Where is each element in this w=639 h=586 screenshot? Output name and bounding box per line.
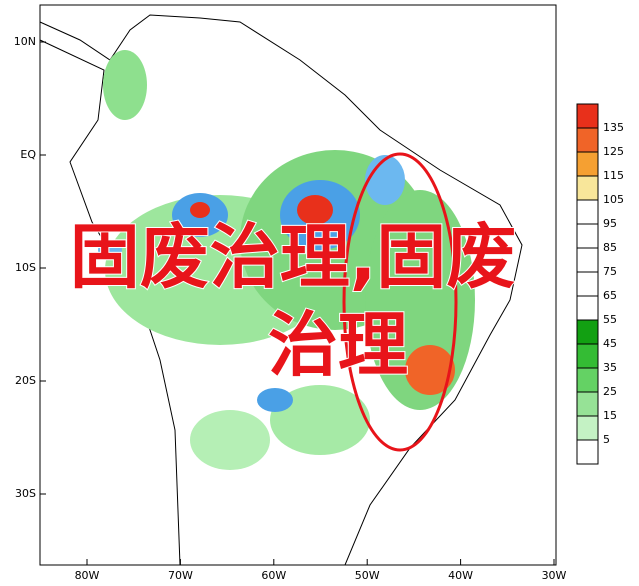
colorbar-box <box>576 103 599 129</box>
colorbar-box <box>576 295 599 321</box>
colorbar-label: 85 <box>603 241 617 254</box>
colorbar-label: 135 <box>603 121 624 134</box>
overlay-text: 固废治理,固废 <box>70 216 517 298</box>
lat-label: 20S <box>15 374 36 387</box>
lat-label: 30S <box>15 487 36 500</box>
colorbar-label: 65 <box>603 289 617 302</box>
colorbar-box <box>576 343 599 369</box>
colorbar-box <box>576 319 599 345</box>
colorbar-label: 35 <box>603 361 617 374</box>
colorbar-label: 15 <box>603 409 617 422</box>
colorbar-box <box>576 151 599 177</box>
lon-label: 50W <box>355 569 380 582</box>
colorbar-label: 25 <box>603 385 617 398</box>
colorbar-box <box>576 415 599 441</box>
colorbar-box <box>576 439 599 465</box>
lat-label: 10N <box>14 35 36 48</box>
colorbar-label: 55 <box>603 313 617 326</box>
colorbar-label: 105 <box>603 193 624 206</box>
lon-axis: 80W 70W 60W 50W 40W 30W <box>75 559 567 582</box>
colorbar: 135 125 115 105 95 85 75 65 55 45 35 25 15 5 <box>576 103 624 465</box>
overlay-text: 治理 <box>268 304 408 386</box>
colorbar-box <box>576 271 599 297</box>
colorbar-box <box>576 367 599 393</box>
colorbar-box <box>576 247 599 273</box>
colorbar-label: 115 <box>603 169 624 182</box>
lat-label: EQ <box>20 148 36 161</box>
highlight-ellipse <box>342 152 458 452</box>
lon-label: 70W <box>168 569 193 582</box>
land <box>39 14 523 566</box>
lat-label: 10S <box>15 261 36 274</box>
lon-label: 80W <box>75 569 100 582</box>
colorbar-label: 75 <box>603 265 617 278</box>
colorbar-box <box>576 199 599 225</box>
lon-label: 40W <box>448 569 473 582</box>
colorbar-box <box>576 391 599 417</box>
colorbar-box <box>576 223 599 249</box>
colorbar-label: 45 <box>603 337 617 350</box>
colorbar-box <box>576 175 599 201</box>
lon-label: 60W <box>261 569 286 582</box>
lon-label: 30W <box>542 569 567 582</box>
colorbar-label: 5 <box>603 433 610 446</box>
colorbar-box <box>576 127 599 153</box>
colorbar-label: 125 <box>603 145 624 158</box>
colorbar-label: 95 <box>603 217 617 230</box>
lat-axis: 10N EQ 10S 20S 30S <box>14 35 46 500</box>
